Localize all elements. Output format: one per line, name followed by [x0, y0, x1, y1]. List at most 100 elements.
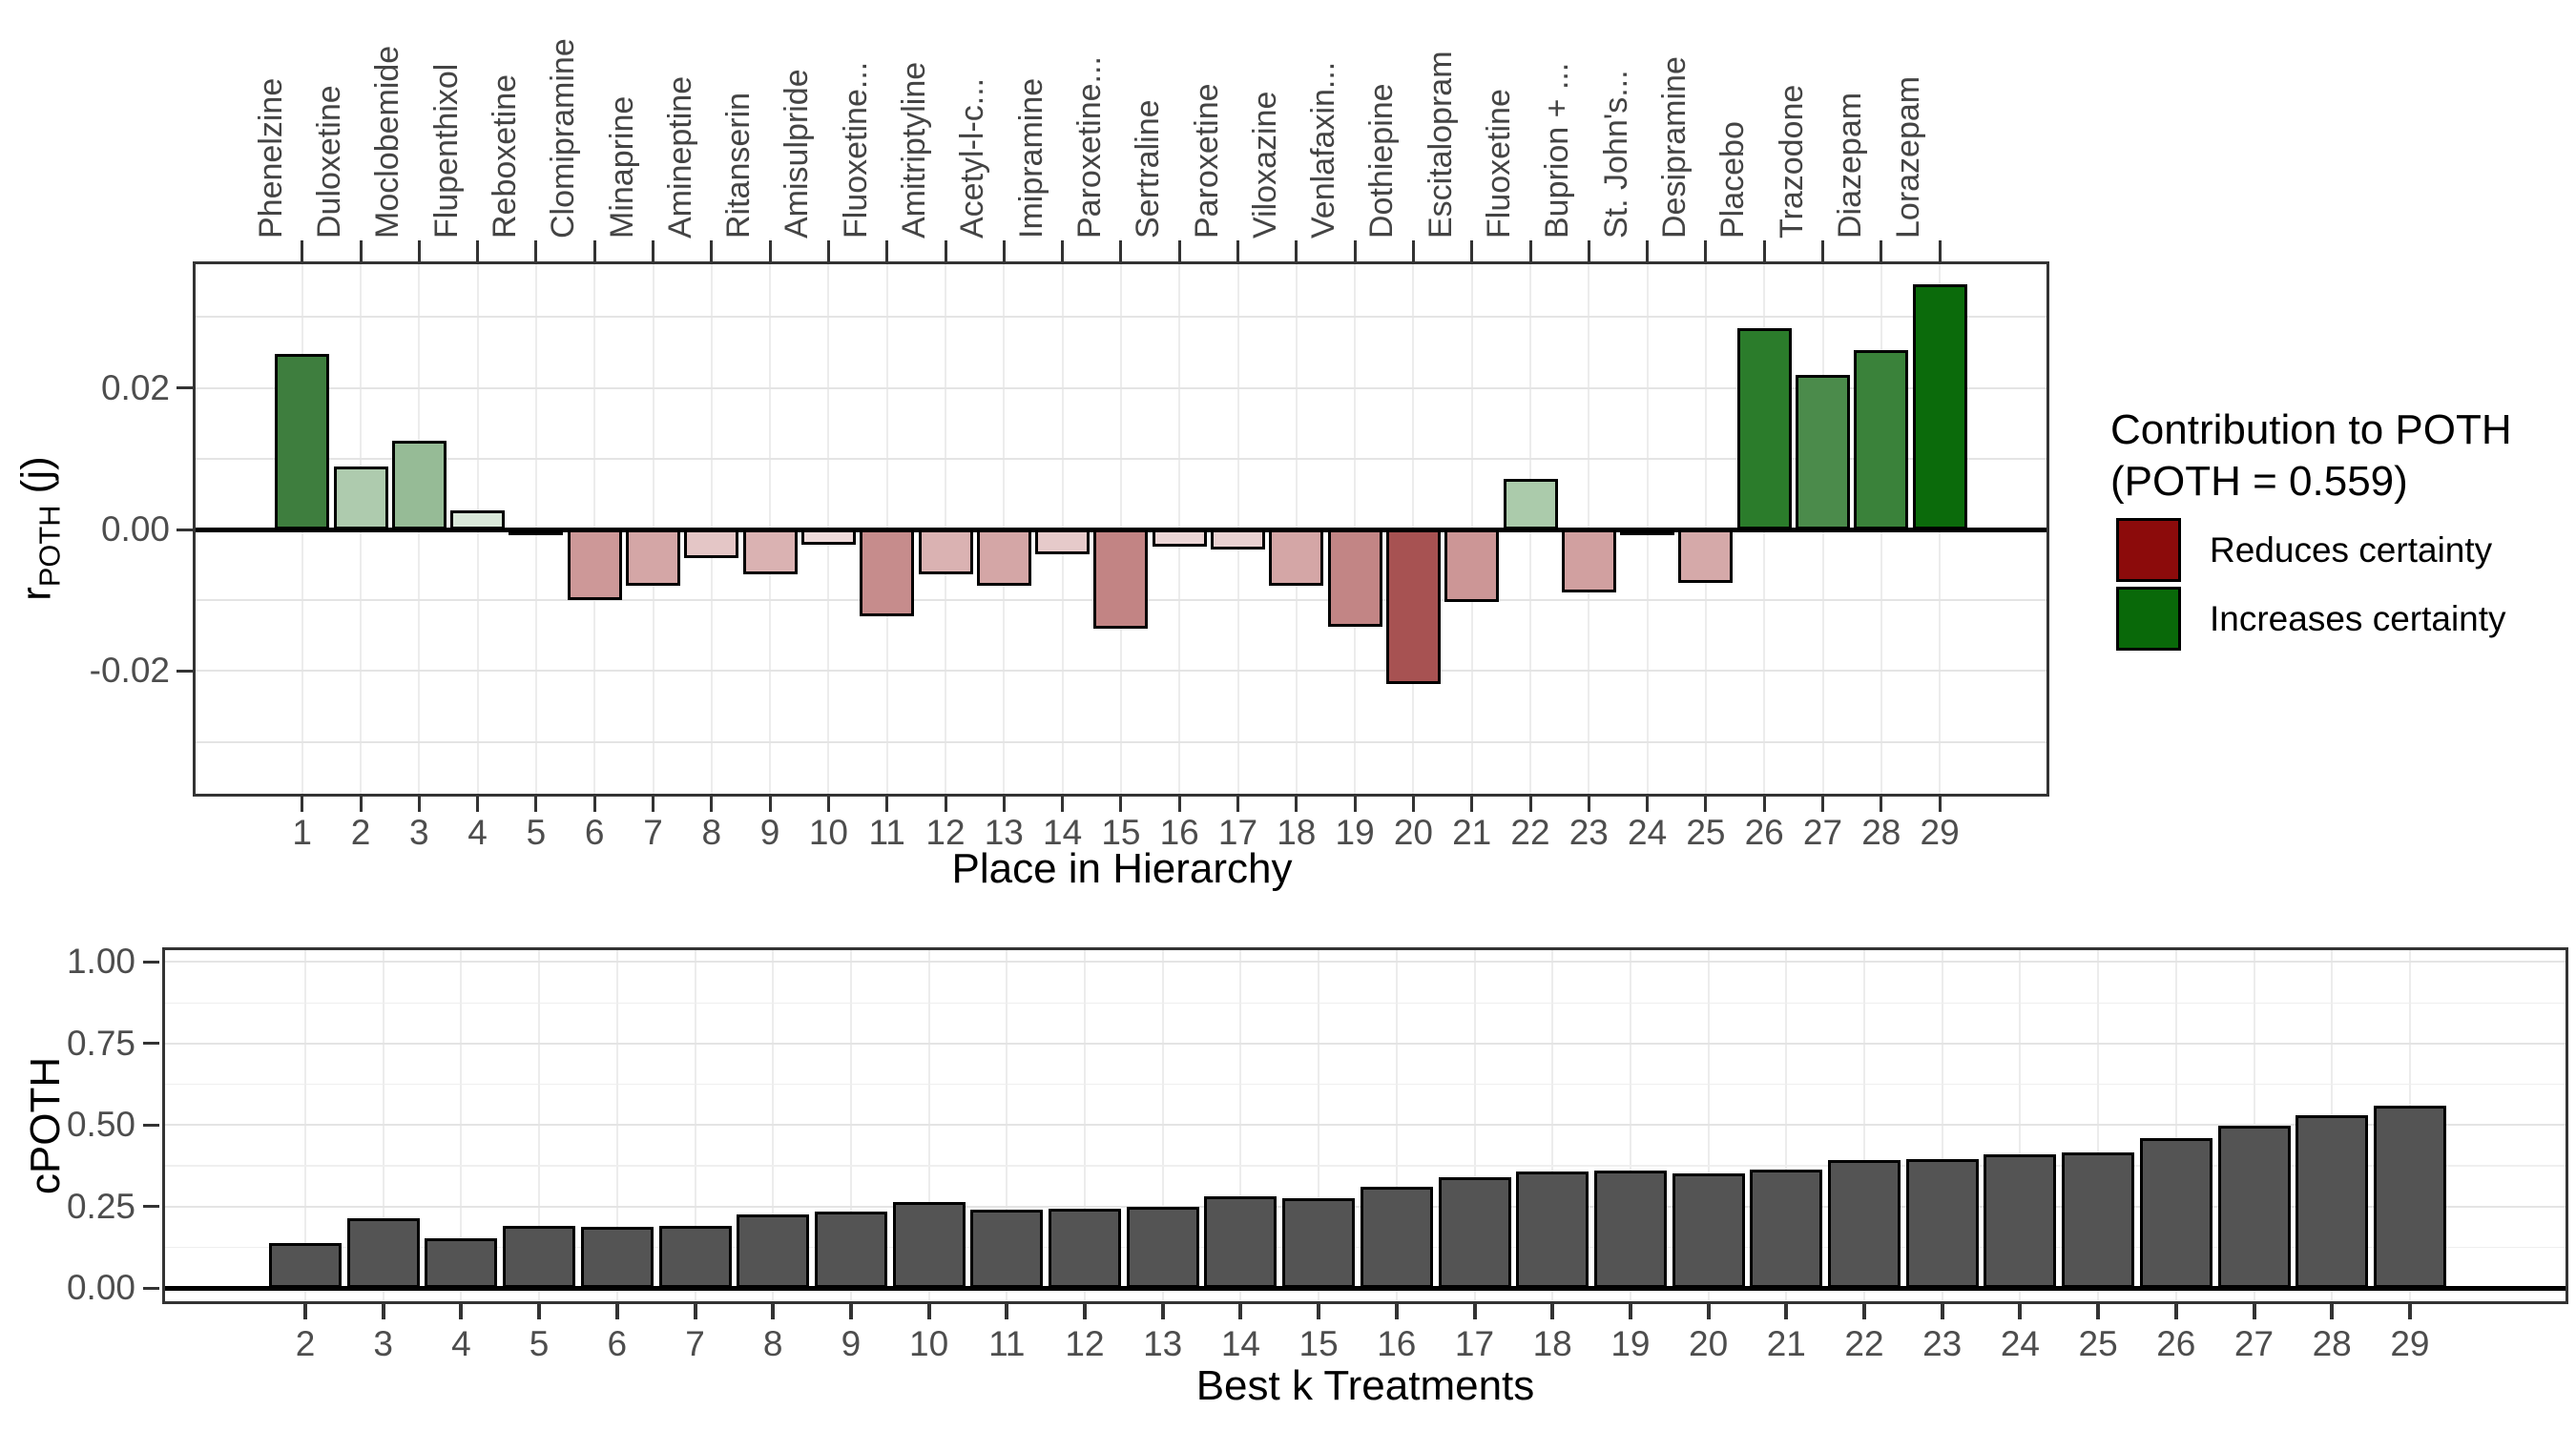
gridline-horizontal [165, 961, 2566, 964]
x-axis-tick [1005, 1304, 1009, 1319]
x-axis-tick [710, 797, 714, 812]
treatment-label: Fluoxetine [1481, 89, 1517, 238]
treatment-label: Clomipramine [545, 38, 582, 238]
x-tick-label: 3 [409, 813, 429, 852]
bar [2139, 1137, 2212, 1288]
treatment-label: Paroxetine [1188, 83, 1225, 238]
bar [1438, 1177, 1511, 1288]
x-tick-label: 26 [1744, 813, 1784, 852]
top-axis-tick [1821, 240, 1824, 261]
bar [1093, 529, 1149, 629]
gridline-horizontal [196, 670, 2046, 673]
top-axis-tick [1587, 240, 1590, 261]
x-axis-tick [2330, 1304, 2335, 1319]
x-axis-tick [826, 797, 830, 812]
bar [970, 1210, 1044, 1288]
bar [391, 440, 447, 529]
x-axis-tick [1880, 797, 1883, 812]
gridline-horizontal-minor [165, 1165, 2566, 1167]
bar [1912, 283, 1967, 529]
y-axis-tick [143, 1123, 159, 1127]
treatment-label: Amineptine [661, 75, 698, 238]
x-axis-tick [1470, 797, 1474, 812]
bar [976, 529, 1031, 587]
bar [626, 529, 680, 587]
x-tick-label: 12 [1065, 1324, 1105, 1363]
bar [1385, 529, 1441, 684]
x-tick-label: 12 [925, 813, 966, 852]
bar [658, 1226, 732, 1288]
gridline-horizontal [165, 1042, 2566, 1045]
bar [1282, 1197, 1356, 1288]
gridline-horizontal-minor [165, 1083, 2566, 1086]
x-axis-tick [303, 1304, 307, 1319]
x-axis-tick [2173, 1304, 2178, 1319]
treatment-label: Buprion + ... [1539, 62, 1576, 238]
legend-label-increases: Increases certainty [2210, 598, 2506, 638]
x-tick-label: 28 [1861, 813, 1901, 852]
bar [1204, 1195, 1278, 1288]
x-axis-tick [1704, 797, 1708, 812]
treatment-label: Venlafaxin... [1305, 61, 1342, 238]
bar [580, 1227, 654, 1288]
top-axis-tick [359, 240, 363, 261]
bar [1360, 1187, 1433, 1288]
x-tick-label: 1 [292, 813, 312, 852]
x-tick-label: 16 [1377, 1324, 1417, 1363]
x-axis-title-bottom: Best k Treatments [1195, 1362, 1535, 1409]
top-axis-tick [1880, 240, 1883, 261]
top-axis-tick [885, 240, 889, 261]
top-axis-tick [301, 240, 304, 261]
x-tick-label: 4 [451, 1324, 471, 1363]
treatment-label: Moclobemide [369, 45, 406, 238]
y-tick-label: 0.25 [66, 1186, 135, 1226]
x-axis-tick [944, 797, 947, 812]
x-tick-label: 5 [526, 813, 547, 852]
treatment-label: Amitriptyline [896, 61, 932, 238]
x-axis-tick [1002, 797, 1006, 812]
treatment-label: Minaprine [603, 95, 640, 238]
top-axis-tick [1295, 240, 1298, 261]
x-tick-label: 24 [2000, 1324, 2040, 1363]
x-axis-tick [1238, 1304, 1243, 1319]
x-axis-tick [417, 797, 421, 812]
bar [918, 529, 973, 575]
x-axis-tick [2252, 1304, 2256, 1319]
bar [333, 466, 388, 529]
bar [1503, 479, 1558, 529]
bar [860, 529, 915, 617]
top-axis-tick [826, 240, 830, 261]
bar [684, 529, 739, 558]
zero-line [165, 1286, 2566, 1291]
x-axis-tick [359, 797, 363, 812]
x-tick-label: 15 [1101, 813, 1141, 852]
x-tick-label: 8 [701, 813, 722, 852]
bar [1593, 1170, 1667, 1288]
top-axis-tick [768, 240, 772, 261]
bar [1126, 1206, 1199, 1288]
x-axis-tick [476, 797, 480, 812]
x-tick-label: 29 [1920, 813, 1960, 852]
x-axis-tick [1160, 1304, 1165, 1319]
x-axis-tick [1177, 797, 1181, 812]
bar [1516, 1172, 1589, 1288]
treatment-label: Ritanserin [720, 92, 758, 238]
bar [1905, 1159, 1979, 1288]
x-tick-label: 13 [1143, 1324, 1183, 1363]
top-axis-tick [1236, 240, 1239, 261]
top-axis-tick [1353, 240, 1357, 261]
legend-swatch-increases-icon [2116, 587, 2181, 651]
treatment-label: Acetyl-l-c... [954, 77, 991, 238]
treatment-label: Phenelzine [252, 77, 289, 238]
x-tick-label: 20 [1689, 1324, 1729, 1363]
x-tick-label: 6 [584, 813, 605, 852]
treatment-label: Duloxetine [311, 85, 347, 238]
bar [1672, 1173, 1745, 1288]
x-tick-label: 8 [762, 1324, 783, 1363]
x-tick-label: 23 [1922, 1324, 1963, 1363]
x-tick-label: 13 [984, 813, 1024, 852]
top-axis-tick [1528, 240, 1532, 261]
treatment-label: Fluoxetine... [837, 61, 874, 238]
bar [1561, 529, 1616, 593]
